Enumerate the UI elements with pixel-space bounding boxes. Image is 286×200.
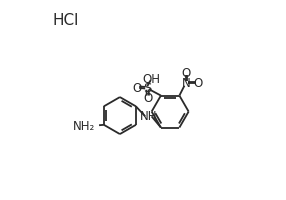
Text: NH₂: NH₂ [73, 120, 96, 133]
Text: OH: OH [143, 72, 161, 85]
Text: O: O [193, 77, 203, 90]
Text: O: O [132, 81, 141, 94]
Text: HCl: HCl [53, 13, 79, 27]
Text: O: O [182, 67, 191, 80]
Text: S: S [143, 82, 151, 95]
Text: NH: NH [140, 109, 157, 122]
Text: N: N [182, 77, 191, 90]
Text: O: O [143, 92, 152, 105]
